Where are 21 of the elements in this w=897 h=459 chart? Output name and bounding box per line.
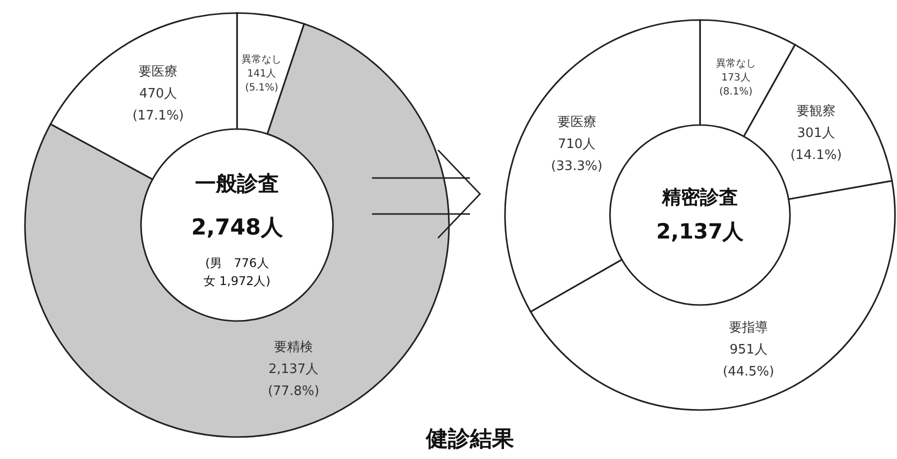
slice-label: 異常なし <box>242 53 282 66</box>
slice-label: 要精検 <box>274 340 314 355</box>
data-label: 173人 (8.1%) <box>719 72 753 98</box>
data-label: 470人 (17.1%) <box>132 86 184 124</box>
slice-label: 要観察 <box>796 102 836 119</box>
text: 精密診査 <box>661 186 738 209</box>
text: 女 1,972人) <box>204 274 270 288</box>
data-label: 2,137人 (77.8%) <box>268 362 320 399</box>
data-label: 951人 (44.5%) <box>722 342 774 380</box>
slice-label: 異常なし <box>716 58 756 70</box>
text: (男 776人 <box>205 256 269 270</box>
slice-label: 要指導 <box>728 320 768 336</box>
text: 2,137人 <box>656 219 745 244</box>
data-label: 141人 (5.1%) <box>245 68 278 94</box>
slice-label: 要医療 <box>557 115 596 130</box>
text: 健診結果 <box>424 426 515 454</box>
text: 一般診査 <box>195 171 279 196</box>
data-label: 301人 (14.1%) <box>790 126 842 163</box>
data-label: 710人 (33.3%) <box>551 137 602 174</box>
slice-label: 要医療 <box>138 64 178 80</box>
text: 2,748人 <box>191 216 284 241</box>
